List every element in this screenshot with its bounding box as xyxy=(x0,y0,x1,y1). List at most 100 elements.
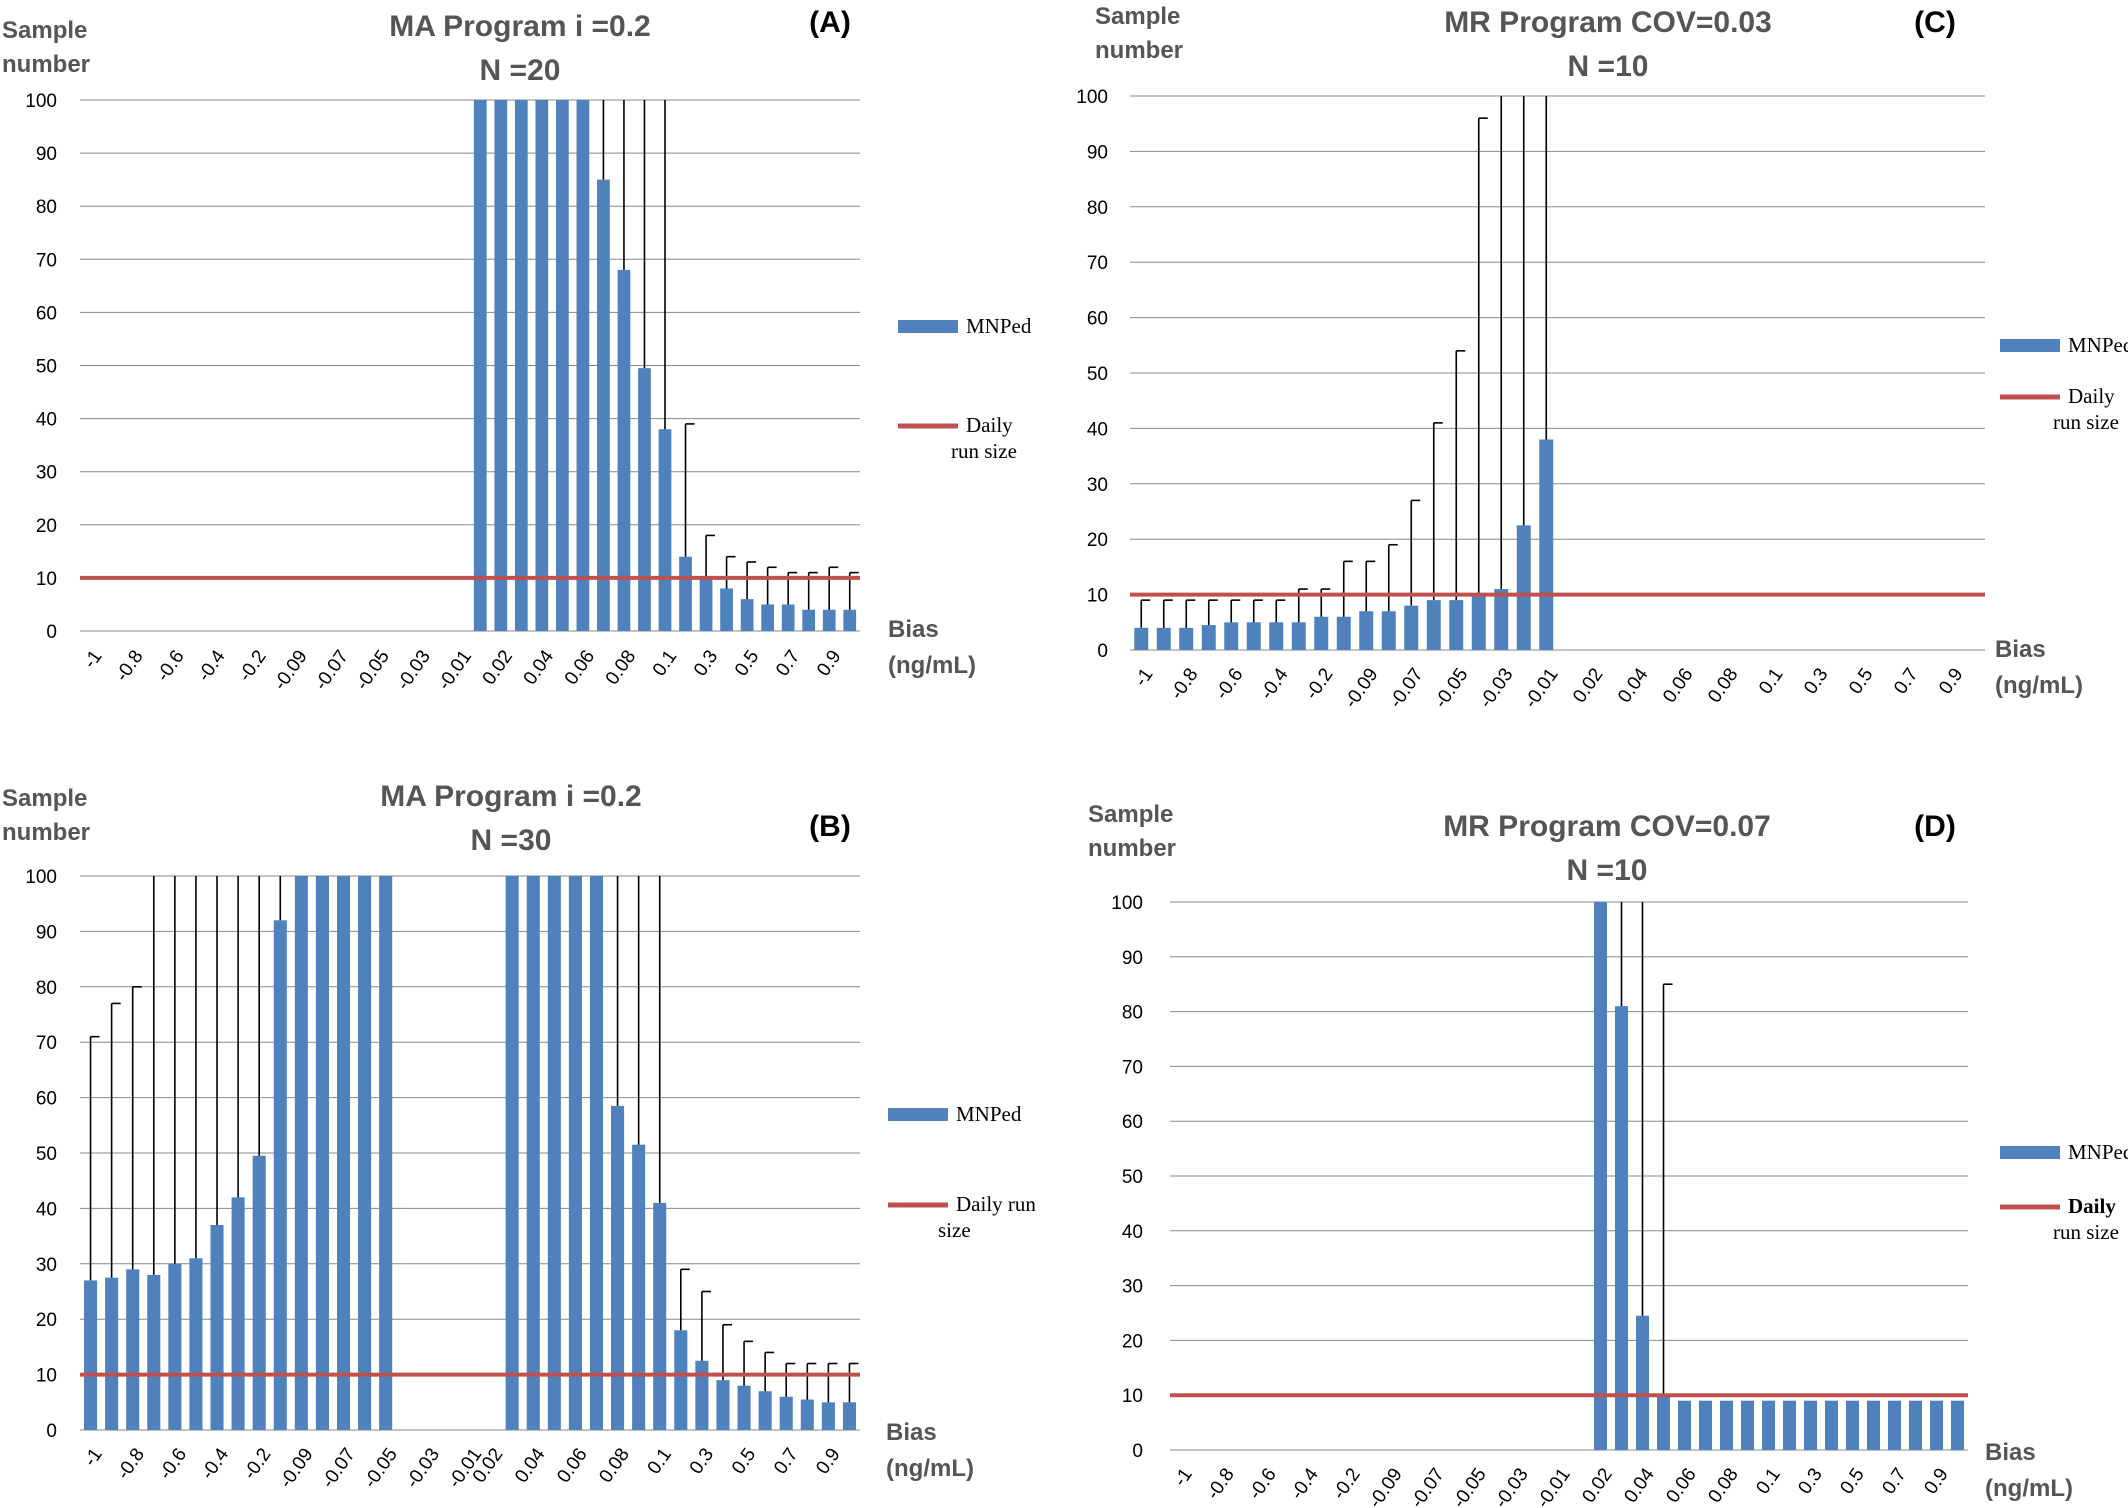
bar xyxy=(699,577,713,631)
y-tick-label: 0 xyxy=(1132,1441,1143,1462)
bar xyxy=(653,1202,667,1430)
bar xyxy=(126,1269,140,1430)
y-axis-label: Sample xyxy=(1095,3,1180,30)
x-tick-label: 0.9 xyxy=(813,647,845,681)
x-tick-label: 0.7 xyxy=(1890,665,1922,699)
x-tick-label: 0.1 xyxy=(1755,665,1787,699)
bar xyxy=(822,609,836,631)
x-tick-label: 0.7 xyxy=(1878,1465,1910,1499)
y-axis-label: Sample xyxy=(2,17,87,44)
bar xyxy=(737,1385,751,1430)
x-tick-label: -0.05 xyxy=(1430,665,1472,713)
bar xyxy=(1201,625,1216,650)
bar xyxy=(1887,1400,1902,1450)
x-tick-label: -0.8 xyxy=(112,647,148,686)
x-tick-label: -0.2 xyxy=(235,647,271,686)
bar xyxy=(494,100,508,631)
bar xyxy=(1950,1400,1965,1450)
x-tick-label: -0.03 xyxy=(1475,665,1517,713)
bar xyxy=(1761,1400,1776,1450)
x-tick-label: 0.5 xyxy=(731,647,763,681)
x-tick-label: 0.08 xyxy=(1704,665,1742,707)
x-tick-label: -0.2 xyxy=(1329,1465,1365,1504)
bar xyxy=(1404,605,1419,650)
x-tick-label: -0.01 xyxy=(434,647,476,695)
bar xyxy=(1929,1400,1944,1450)
chart-title: MA Program i =0.2 xyxy=(389,10,650,43)
y-tick-label: 0 xyxy=(46,1421,57,1442)
legend-swatch-bar xyxy=(898,320,958,333)
x-tick-label: 0.06 xyxy=(1659,665,1697,707)
bar xyxy=(294,876,308,1430)
chart-panel-2: 0 10 20 30 40 50 60 70 80 90 100 -1 -0.8 -0.6 -0.4 -0.2… xyxy=(2,780,1036,1492)
x-tick-label: -0.2 xyxy=(1302,665,1338,704)
y-tick-label: 10 xyxy=(36,1366,57,1387)
x-tick-label: -0.6 xyxy=(153,647,189,686)
y-tick-label: 20 xyxy=(1122,1331,1143,1352)
y-tick-label: 30 xyxy=(36,1255,57,1276)
y-tick-label: 40 xyxy=(36,410,57,431)
bar xyxy=(273,920,287,1430)
bar xyxy=(1246,622,1261,650)
bar xyxy=(514,100,528,631)
x-tick-label: -0.05 xyxy=(360,1445,402,1493)
legend-label-daily-run-size: run size xyxy=(2053,1220,2119,1244)
bar xyxy=(1539,439,1554,650)
bar xyxy=(658,429,672,631)
y-tick-label: 20 xyxy=(1087,530,1108,551)
bar xyxy=(336,876,351,1430)
legend-label-daily-run-size: size xyxy=(938,1218,971,1242)
y-tick-label: 70 xyxy=(36,250,57,271)
x-tick-label: 0.06 xyxy=(561,647,599,689)
y-tick-label: 100 xyxy=(25,867,57,888)
bar xyxy=(379,876,393,1430)
x-tick-label: -1 xyxy=(1131,665,1158,691)
bar xyxy=(252,1155,266,1430)
y-tick-label: 30 xyxy=(1087,475,1108,496)
legend-label-daily-run-size: run size xyxy=(951,439,1017,463)
y-tick-label: 90 xyxy=(1087,142,1108,163)
x-tick-label: -0.09 xyxy=(270,647,312,695)
bar xyxy=(740,599,754,631)
x-tick-label: 0.3 xyxy=(1794,1465,1826,1499)
bar xyxy=(1156,627,1171,650)
x-tick-label: -0.05 xyxy=(1449,1465,1491,1508)
chart-panel-1: 0 10 20 30 40 50 60 70 80 90 100 -1 -0.8 -0.6 -0.4 -0.2… xyxy=(2,6,1032,694)
bar xyxy=(1614,1006,1629,1450)
y-tick-label: 50 xyxy=(1122,1167,1143,1188)
x-tick-label: -0.03 xyxy=(1491,1465,1533,1508)
bar xyxy=(720,588,733,631)
chart-title: MA Program i =0.2 xyxy=(380,780,641,813)
y-tick-label: 10 xyxy=(36,569,57,590)
legend-label-daily-run-size: Daily run xyxy=(956,1192,1036,1216)
x-tick-label: -1 xyxy=(80,647,107,673)
x-tick-label: 0.5 xyxy=(1836,1465,1868,1499)
y-tick-label: 50 xyxy=(36,1144,57,1165)
bar xyxy=(716,1380,730,1430)
x-tick-label: 0.3 xyxy=(686,1445,718,1479)
y-tick-label: 20 xyxy=(36,516,57,537)
bar xyxy=(1314,616,1329,650)
chart-panel-4: 0 10 20 30 40 50 60 70 80 90 100 -1 -0.8 -0.6 -0.4 -0.2… xyxy=(1088,801,2128,1508)
x-tick-label: -0.07 xyxy=(1385,665,1427,713)
legend-label-daily-run-size: Daily xyxy=(2068,1194,2116,1218)
y-tick-label: 60 xyxy=(36,303,57,324)
x-tick-label: -0.09 xyxy=(276,1445,318,1493)
x-tick-label: 0.08 xyxy=(595,1445,633,1487)
x-tick-label: 0.04 xyxy=(1614,664,1653,707)
bar xyxy=(1336,616,1351,650)
y-axis-label: number xyxy=(2,819,90,846)
x-tick-label: 0.06 xyxy=(553,1445,591,1487)
x-tick-label: 0.1 xyxy=(649,647,681,681)
bar xyxy=(231,1197,245,1430)
legend-label-daily-run-size: Daily xyxy=(966,413,1013,437)
chart-subtitle: N =20 xyxy=(480,54,561,87)
x-tick-label: 0.02 xyxy=(1578,1465,1616,1507)
x-tick-label: 0.9 xyxy=(1920,1465,1952,1499)
bar xyxy=(589,876,604,1430)
legend-swatch-bar xyxy=(888,1108,948,1121)
y-tick-label: 60 xyxy=(1087,309,1108,330)
bar xyxy=(611,1105,625,1430)
bar xyxy=(781,604,795,631)
x-tick-label: 0.02 xyxy=(479,647,517,689)
